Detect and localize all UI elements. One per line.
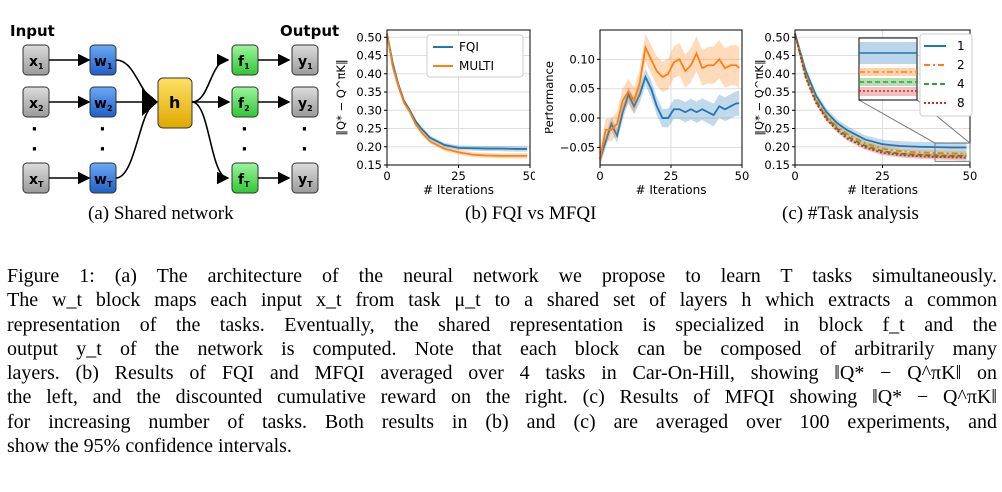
fqi-vs-multi-performance-chart: 0.10 0.05 0.00 −0.05 0 25 50 # Iterations Perfor…	[545, 29, 750, 197]
network-diagram: Input Output x1 x2 xT · · w1 w2 wT · · h…	[10, 22, 339, 194]
legend-label: 8	[957, 96, 965, 110]
zoom-connector	[858, 99, 936, 144]
caption-a: (a) Shared network	[88, 203, 234, 224]
series-line-2	[794, 33, 967, 155]
x-tick-label: 25	[664, 169, 679, 183]
y-tick-label: −0.05	[560, 140, 595, 154]
legend-label: 4	[957, 77, 965, 91]
caption-line: output y_t of the network is computed. N…	[7, 337, 997, 360]
svg-text:f2: f2	[238, 96, 250, 113]
x-tick-label: 50	[963, 169, 978, 183]
w-block-2: w2	[89, 86, 117, 118]
y-tick-label: 0.20	[356, 140, 382, 154]
input-block-xT: xT	[22, 162, 50, 194]
y-tick-label: 0.30	[764, 103, 790, 117]
input-label: Input	[10, 22, 55, 40]
y-axis-label: ‖Q* − Q^πK‖	[335, 59, 348, 135]
svg-text:·: ·	[241, 139, 248, 160]
x-axis-label: # Iterations	[847, 183, 918, 197]
series-line-multi	[386, 33, 528, 157]
y-axis-label: ‖Q* − Q^πK‖	[755, 59, 766, 135]
y-axis-label: Performance	[545, 61, 556, 134]
x-axis-label: # Iterations	[423, 183, 494, 197]
x-tick-label: 0	[791, 169, 798, 183]
zoom-region	[934, 142, 971, 162]
output-label: Output	[280, 22, 339, 40]
y-tick-label: 0.50	[356, 30, 382, 44]
y-tick-label: 0.40	[764, 67, 790, 81]
confidence-band	[795, 30, 967, 154]
y-tick-label: 0.15	[356, 158, 382, 172]
svg-text:·: ·	[99, 119, 106, 140]
x-axis-label: # Iterations	[635, 183, 706, 197]
task-analysis-chart: 0.50 0.45 0.40 0.35 0.30 0.25 0.20 0.150 25 50 # I…	[755, 29, 978, 197]
y-tick-label: 0.00	[569, 111, 595, 125]
fqi-vs-multi-error-chart: 0.50 0.45 0.40 0.35 0.30 0.25 0.20 0.150 25 50 # I…	[335, 29, 535, 197]
svg-text:·: ·	[301, 119, 308, 140]
caption-line: the left, and the discounted cumulative …	[7, 386, 997, 409]
y-tick-label: 0.35	[356, 85, 382, 99]
y-tick-label: 0.40	[356, 67, 382, 81]
input-block-x1: x1	[22, 44, 50, 76]
y-tick-label: 0.10	[569, 52, 595, 66]
caption-line: Figure 1: (a) The architecture of the ne…	[7, 265, 997, 287]
legend-label: 2	[957, 58, 965, 72]
y-tick-label: 0.20	[764, 140, 790, 154]
legend-label: FQI	[459, 40, 479, 54]
y-tick-label: 0.35	[764, 85, 790, 99]
legend-label: MULTI	[459, 59, 494, 73]
input-block-x2: x2	[22, 86, 50, 118]
y-tick-label: 0.25	[356, 122, 382, 136]
inset-frame	[858, 37, 918, 101]
legend-label: 1	[957, 39, 965, 53]
y-tick-label: 0.45	[764, 49, 790, 63]
x-tick-label: 25	[451, 169, 466, 183]
h-block: h	[157, 77, 193, 129]
caption-line: The w_t block maps each input x_t from t…	[7, 289, 997, 312]
figure-caption: Figure 1: (a) The architecture of the ne…	[7, 264, 997, 458]
svg-text:h: h	[169, 93, 180, 112]
caption-line: layers. (b) Results of FQI and MFQI aver…	[7, 362, 997, 385]
x-tick-label: 50	[523, 169, 535, 183]
y-tick-label: 0.15	[764, 158, 790, 172]
y-tick-label: 0.45	[356, 49, 382, 63]
legend-box	[919, 33, 973, 117]
series-line-8	[794, 33, 967, 159]
caption-line: show the 95% confidence intervals.	[7, 435, 292, 458]
svg-text:·: ·	[301, 139, 308, 160]
svg-text:·: ·	[31, 139, 38, 160]
y-tick-label: 0.50	[764, 30, 790, 44]
w-block-1: w1	[89, 44, 117, 76]
legend: FQI MULTI	[426, 34, 524, 78]
svg-text:·: ·	[31, 119, 38, 140]
series-line-multi	[599, 44, 740, 160]
y-tick-label: 0.30	[356, 103, 382, 117]
caption-line: for increasing number of tasks. Both res…	[7, 410, 997, 433]
y-tick-label: 0.25	[764, 122, 790, 136]
output-block-y1: y1	[291, 44, 319, 76]
f-block-2: f2	[231, 86, 259, 118]
w-block-T: wT	[89, 162, 117, 194]
x-tick-label: 0	[596, 169, 603, 183]
f-block-T: fT	[231, 162, 259, 194]
y-tick-label: 0.05	[569, 82, 595, 96]
output-block-y2: y2	[291, 86, 319, 118]
x-tick-label: 0	[383, 169, 390, 183]
svg-text:·: ·	[241, 119, 248, 140]
x-tick-label: 25	[875, 169, 890, 183]
series-line-fqi	[599, 74, 740, 160]
x-tick-label: 50	[735, 169, 750, 183]
svg-text:·: ·	[99, 139, 106, 160]
confidence-band	[795, 32, 967, 157]
caption-c: (c) #Task analysis	[782, 203, 919, 224]
caption-line: representation of the tasks. Eventually,…	[7, 313, 997, 336]
f-block-1: f1	[231, 44, 259, 76]
legend: 1 2 4 8	[919, 33, 973, 117]
output-block-yT: yT	[291, 162, 319, 194]
caption-b: (b) FQI vs MFQI	[465, 203, 597, 224]
